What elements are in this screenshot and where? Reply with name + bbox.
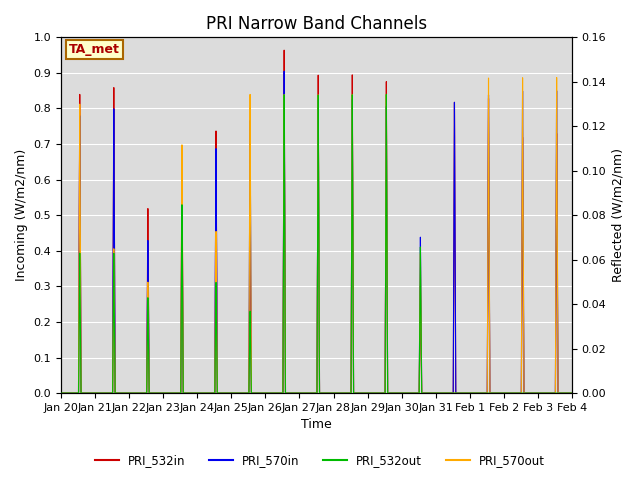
Legend: PRI_532in, PRI_570in, PRI_532out, PRI_570out: PRI_532in, PRI_570in, PRI_532out, PRI_57…	[90, 449, 550, 472]
X-axis label: Time: Time	[301, 419, 332, 432]
Title: PRI Narrow Band Channels: PRI Narrow Band Channels	[206, 15, 427, 33]
Text: TA_met: TA_met	[68, 43, 120, 56]
Y-axis label: Incoming (W/m2/nm): Incoming (W/m2/nm)	[15, 149, 28, 281]
Y-axis label: Reflected (W/m2/nm): Reflected (W/m2/nm)	[612, 148, 625, 282]
